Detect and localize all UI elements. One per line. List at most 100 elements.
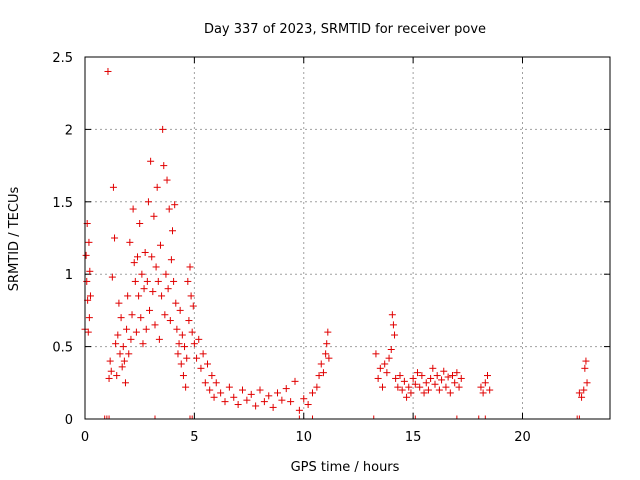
data-point: [435, 386, 443, 394]
data-point: [481, 379, 489, 387]
data-point: [144, 198, 152, 206]
data-point: [427, 374, 435, 382]
data-point: [230, 393, 238, 401]
data-point: [295, 406, 303, 414]
data-point: [154, 277, 162, 285]
x-tick-label: 10: [295, 430, 312, 445]
data-point: [151, 321, 159, 329]
data-point: [106, 357, 114, 365]
data-point: [300, 395, 308, 403]
data-point: [319, 369, 327, 377]
data-point: [124, 292, 132, 300]
data-point: [457, 374, 465, 382]
data-point: [383, 369, 391, 377]
data-point: [212, 379, 220, 387]
data-point: [392, 374, 400, 382]
plot-frame: [84, 56, 611, 420]
data-point: [181, 343, 189, 351]
data-point: [411, 380, 419, 388]
data-point: [455, 383, 463, 391]
data-point: [143, 277, 151, 285]
data-point: [139, 340, 147, 348]
data-point: [105, 374, 113, 382]
data-point: [578, 393, 586, 401]
data-point: [442, 383, 450, 391]
data-point: [118, 363, 126, 371]
x-tick-label: 5: [190, 430, 198, 445]
data-point: [325, 354, 333, 362]
data-point: [162, 270, 170, 278]
x-tick-label: 15: [405, 430, 422, 445]
data-point: [186, 263, 194, 271]
data-point: [173, 325, 181, 333]
chart-title: Day 337 of 2023, SRMTID for receiver pov…: [204, 22, 486, 37]
data-point: [479, 389, 487, 397]
data-point: [121, 379, 129, 387]
data-point: [234, 401, 242, 409]
data-point: [113, 372, 121, 380]
data-point: [287, 398, 295, 406]
data-point: [381, 360, 389, 368]
data-point: [130, 259, 138, 267]
data-point: [112, 340, 120, 348]
data-point: [171, 201, 179, 209]
data-point: [161, 311, 169, 319]
data-point: [438, 376, 446, 384]
data-point: [225, 383, 233, 391]
data-point: [135, 292, 143, 300]
data-point: [396, 372, 404, 380]
data-point: [107, 367, 115, 375]
data-point: [217, 389, 225, 397]
data-point: [304, 401, 312, 409]
data-point: [451, 379, 459, 387]
y-tick-label: 0: [65, 413, 73, 428]
data-point: [163, 176, 171, 184]
data-point: [116, 350, 124, 358]
data-point: [376, 364, 384, 372]
data-point: [484, 372, 491, 380]
data-point: [136, 220, 144, 228]
data-point: [188, 328, 196, 336]
data-point: [243, 396, 251, 404]
data-point: [580, 386, 588, 394]
data-point: [582, 357, 590, 365]
data-point: [444, 373, 452, 381]
data-point: [204, 360, 211, 368]
data-point: [176, 306, 184, 314]
data-point: [109, 183, 117, 191]
data-point: [446, 389, 454, 397]
data-point: [126, 238, 134, 246]
data-point: [85, 314, 93, 322]
data-point: [239, 386, 246, 394]
data-point: [323, 340, 331, 348]
data-point: [400, 377, 408, 385]
y-axis-label: SRMTID / TECUs: [7, 187, 22, 292]
data-point: [167, 256, 175, 264]
data-point: [117, 314, 125, 322]
data-point: [389, 321, 397, 329]
data-point: [137, 314, 145, 322]
data-point: [385, 354, 393, 362]
y-tick-label: 2.5: [52, 51, 73, 66]
data-point: [141, 248, 149, 256]
y-tick-label: 2: [65, 123, 73, 138]
data-point: [178, 331, 186, 339]
data-point: [208, 372, 216, 380]
data-point: [418, 372, 426, 380]
data-point: [83, 277, 91, 285]
data-point: [433, 372, 441, 380]
data-point: [172, 299, 180, 307]
data-point: [394, 383, 402, 391]
data-point: [177, 360, 185, 368]
data-point: [182, 383, 190, 391]
data-point: [265, 392, 273, 400]
data-point: [201, 379, 209, 387]
data-point: [453, 369, 461, 377]
data-point: [206, 386, 214, 394]
data-point: [82, 251, 90, 259]
data-point: [387, 345, 395, 353]
data-point: [256, 386, 264, 394]
data-point: [309, 389, 316, 397]
data-point: [115, 299, 123, 307]
